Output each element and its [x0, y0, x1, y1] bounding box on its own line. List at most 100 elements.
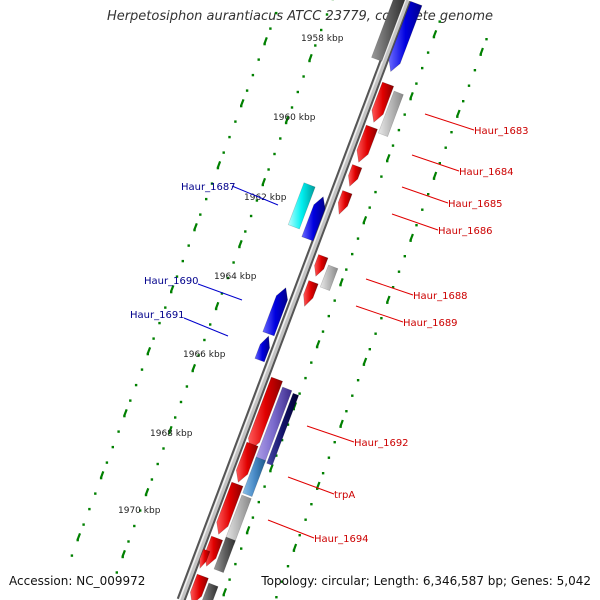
- tick-dot: [144, 493, 148, 497]
- tick-mark: [308, 53, 313, 61]
- tick-dot: [467, 84, 471, 87]
- tick-dot: [134, 383, 138, 387]
- gene-arrow-small[interactable]: [199, 548, 211, 570]
- kbp-label: 1960 kbp: [273, 113, 316, 123]
- gene-block-bottom[interactable]: [200, 582, 219, 600]
- tick-dot: [275, 596, 278, 599]
- tick-mark: [261, 177, 267, 185]
- gene-arrow-haur-1690[interactable]: [262, 287, 288, 337]
- tick-dot: [263, 42, 266, 46]
- tick-dot: [327, 456, 331, 459]
- tick-dot: [314, 44, 317, 47]
- gene-arrow-haur-1684[interactable]: [356, 124, 378, 163]
- gene-label-haur-1688[interactable]: Haur_1688: [413, 291, 468, 302]
- gene-arrow-trpa[interactable]: [216, 481, 244, 535]
- tick-dot: [251, 516, 255, 519]
- tick-dot: [185, 385, 189, 388]
- gene-arrow-bottom[interactable]: [190, 573, 209, 600]
- tick-dot: [321, 330, 325, 333]
- gene-arrow-haur-1686[interactable]: [337, 190, 353, 215]
- gene-label-haur-1685[interactable]: Haur_1685: [448, 199, 503, 210]
- gene-arrow-haur-1689[interactable]: [303, 280, 319, 307]
- tick-dot: [228, 135, 231, 139]
- gene-block-haur-1688-homolog[interactable]: [319, 264, 339, 291]
- gene-block-haur-1694-homolog[interactable]: [213, 536, 236, 573]
- gene-arrow-haur-1683[interactable]: [371, 81, 395, 123]
- tick-mark: [193, 223, 198, 230]
- tick-dot: [409, 97, 412, 101]
- gene-block-haur-1692-dark[interactable]: [266, 392, 300, 466]
- tick-mark: [292, 543, 298, 551]
- gene-label-trpa[interactable]: trpA: [334, 490, 355, 501]
- leader-line: [287, 476, 335, 495]
- tick-dot: [220, 292, 224, 295]
- gene-label-haur-1692[interactable]: Haur_1692: [354, 438, 409, 449]
- tick-dot: [415, 82, 418, 85]
- leader-line: [401, 186, 449, 204]
- tick-dot: [228, 578, 231, 581]
- tick-dot: [438, 162, 441, 165]
- tick-dot: [197, 354, 200, 357]
- tick-dot: [267, 168, 270, 171]
- label-leader-lines: [183, 113, 475, 539]
- gene-label-haur-1691[interactable]: Haur_1691: [130, 310, 185, 321]
- tick-mark: [246, 526, 251, 533]
- leader-line: [231, 185, 279, 206]
- tick-dot: [245, 89, 249, 92]
- gene-block-haur-1687-cyan[interactable]: [287, 182, 316, 230]
- gene-label-haur-1684[interactable]: Haur_1684: [459, 167, 514, 178]
- gene-block-trpa[interactable]: [242, 456, 266, 497]
- gene-label-haur-1683[interactable]: Haur_1683: [474, 126, 529, 137]
- tick-dot: [222, 593, 225, 597]
- tick-dot: [302, 75, 305, 78]
- tick-dot: [187, 244, 190, 247]
- tick-dot: [146, 352, 149, 356]
- tick-dot: [88, 507, 91, 511]
- tick-dot: [199, 213, 202, 216]
- tick-dot: [421, 66, 424, 70]
- tick-dot: [279, 137, 282, 140]
- tick-dot: [444, 146, 447, 149]
- gene-label-haur-1687[interactable]: Haur_1687: [181, 182, 236, 193]
- gene-arrow-haur-1691[interactable]: [254, 335, 270, 363]
- tick-dot: [203, 338, 206, 342]
- tick-dot: [308, 59, 311, 63]
- tick-dot: [386, 159, 389, 163]
- tick-dot: [164, 306, 167, 309]
- gene-label-haur-1694[interactable]: Haur_1694: [314, 534, 369, 545]
- tick-mark: [432, 171, 438, 179]
- tick-mark: [240, 99, 245, 106]
- tick-dot: [281, 580, 284, 583]
- gene-arrow-haur-1688[interactable]: [314, 254, 329, 277]
- gene-label-haur-1686[interactable]: Haur_1686: [438, 226, 493, 237]
- kbp-label: 1966 kbp: [183, 350, 226, 360]
- gene-block-haur-1683-homolog[interactable]: [377, 90, 404, 137]
- tick-mark: [215, 301, 220, 309]
- tick-dot: [257, 58, 260, 61]
- leader-line: [267, 519, 315, 539]
- gene-arrow-haur-1692b[interactable]: [235, 441, 259, 483]
- tick-dot: [391, 286, 395, 289]
- tick-dot: [263, 485, 266, 488]
- tick-dot: [245, 531, 249, 535]
- tick-dot: [175, 275, 179, 278]
- tick-dot: [205, 197, 208, 201]
- tick-dot: [273, 152, 276, 156]
- tick-dot: [82, 523, 85, 526]
- leader-line: [183, 317, 229, 337]
- gene-label-haur-1690[interactable]: Haur_1690: [144, 276, 199, 287]
- gene-block-gray[interactable]: [371, 0, 406, 62]
- tick-dot: [386, 301, 389, 304]
- tick-dot: [269, 27, 272, 30]
- genome-summary-text: Topology: circular; Length: 6,346,587 bp…: [261, 574, 591, 588]
- gene-features: [190, 0, 423, 600]
- tick-mark: [409, 92, 414, 99]
- gene-arrow-haur-1687[interactable]: [301, 196, 326, 242]
- gene-arrow-haur-1685[interactable]: [348, 164, 363, 187]
- gene-arrow-blue[interactable]: [388, 1, 423, 73]
- tick-dot: [298, 534, 301, 537]
- tick-dot: [368, 348, 371, 351]
- gene-label-haur-1689[interactable]: Haur_1689: [403, 318, 458, 329]
- leader-line: [355, 305, 404, 323]
